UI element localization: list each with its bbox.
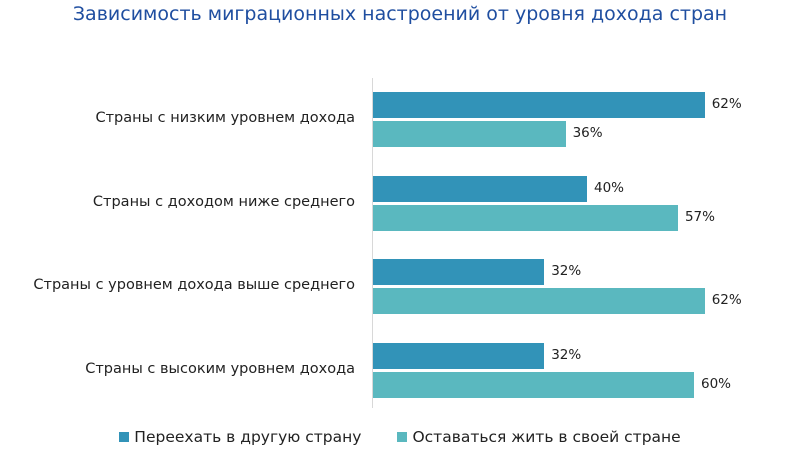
bar-move (373, 259, 545, 285)
data-label: 57% (684, 209, 715, 225)
data-label: 62% (711, 292, 742, 308)
bar-move (373, 343, 545, 369)
bar-stay (373, 288, 705, 314)
bar-stay (373, 121, 566, 147)
category-label: Страны с доходом ниже среднего (92, 194, 355, 210)
category-label: Страны с высоким уровнем дохода (85, 361, 355, 377)
bar-stay (373, 372, 694, 398)
data-label: 62% (711, 96, 742, 112)
legend-item: Оставаться жить в своей стране (397, 428, 681, 446)
legend-swatch (397, 432, 408, 442)
category-axis (372, 78, 373, 408)
category-label: Страны с уровнем дохода выше среднего (33, 277, 355, 293)
legend-swatch (119, 432, 130, 442)
data-label: 32% (551, 263, 582, 279)
legend-label: Переехать в другую страну (134, 428, 362, 446)
bar-move (373, 176, 587, 202)
data-label: 60% (701, 376, 732, 392)
chart-title: Зависимость миграционных настроений от у… (72, 3, 728, 25)
legend-label: Оставаться жить в своей стране (412, 428, 681, 446)
category-label: Страны с низким уровнем дохода (95, 110, 355, 126)
bar-move (373, 92, 705, 118)
bar-stay (373, 205, 678, 231)
data-label: 32% (551, 347, 582, 363)
legend: Переехать в другую страну Оставаться жить… (0, 428, 800, 446)
data-label: 36% (572, 125, 603, 141)
legend-item: Переехать в другую страну (119, 428, 361, 446)
data-label: 40% (594, 180, 625, 196)
